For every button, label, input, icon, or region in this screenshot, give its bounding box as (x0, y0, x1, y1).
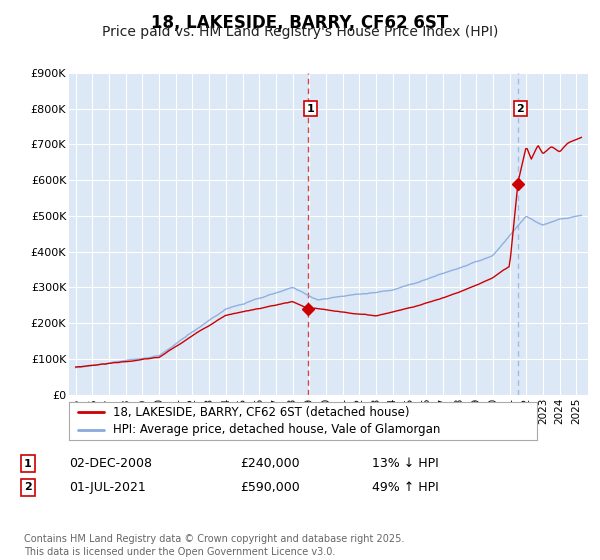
Text: 1: 1 (307, 104, 314, 114)
Text: 01-JUL-2021: 01-JUL-2021 (69, 480, 146, 494)
Text: 18, LAKESIDE, BARRY, CF62 6ST (detached house): 18, LAKESIDE, BARRY, CF62 6ST (detached … (113, 405, 410, 419)
Text: £240,000: £240,000 (240, 457, 299, 470)
Text: 2: 2 (24, 482, 32, 492)
Text: Price paid vs. HM Land Registry's House Price Index (HPI): Price paid vs. HM Land Registry's House … (102, 25, 498, 39)
Text: 2: 2 (517, 104, 524, 114)
Text: £590,000: £590,000 (240, 480, 300, 494)
Text: 1: 1 (24, 459, 32, 469)
Text: 13% ↓ HPI: 13% ↓ HPI (372, 457, 439, 470)
Text: 02-DEC-2008: 02-DEC-2008 (69, 457, 152, 470)
Text: 18, LAKESIDE, BARRY, CF62 6ST: 18, LAKESIDE, BARRY, CF62 6ST (151, 14, 449, 32)
Text: 49% ↑ HPI: 49% ↑ HPI (372, 480, 439, 494)
Text: Contains HM Land Registry data © Crown copyright and database right 2025.
This d: Contains HM Land Registry data © Crown c… (24, 534, 404, 557)
Text: HPI: Average price, detached house, Vale of Glamorgan: HPI: Average price, detached house, Vale… (113, 423, 441, 436)
